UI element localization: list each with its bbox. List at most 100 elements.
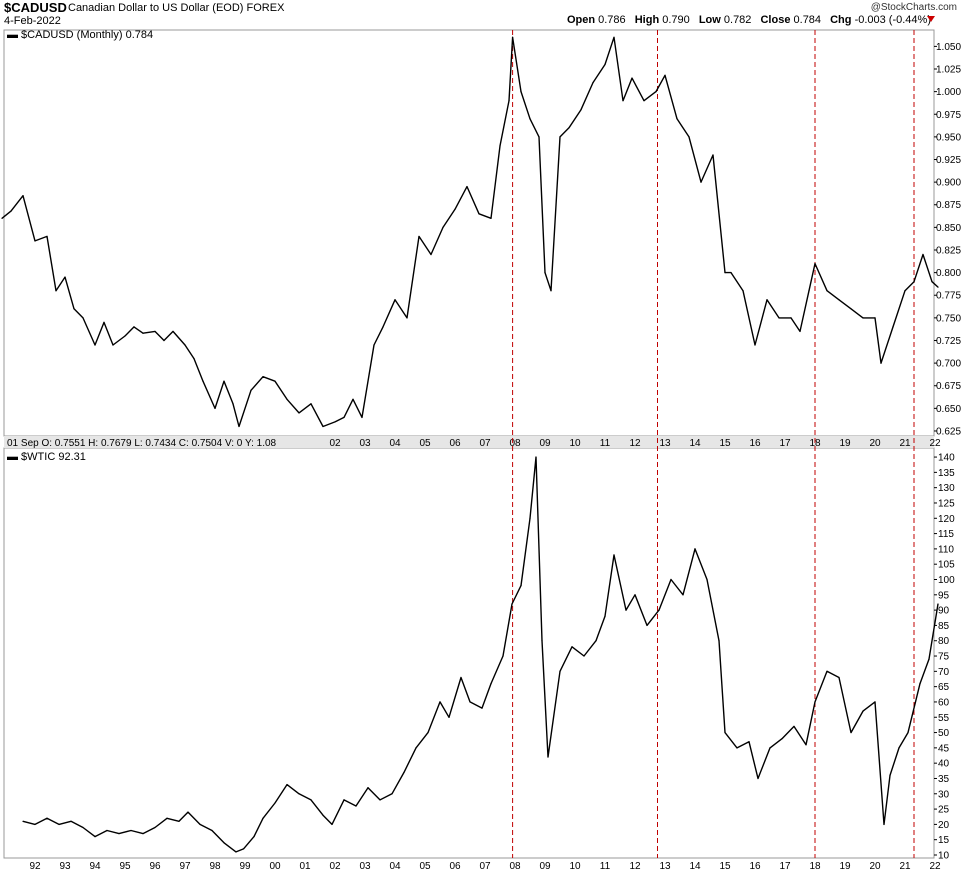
wtic-line-point [883,823,885,825]
y-tick-label: 65 [938,682,950,693]
cadusd-line-point [238,425,240,428]
wtic-line-point [559,670,561,672]
cadusd-line-point [298,412,300,414]
cadusd-line-point [520,91,522,93]
wtic-line-point [889,774,891,777]
y-tick-label: 0.750 [936,313,961,324]
wtic-line-point [535,456,537,458]
y-tick-label: 0.900 [936,178,961,189]
wtic-line-point [670,578,672,581]
y-tick-label: 60 [938,697,950,708]
wtic-line-point [706,578,708,581]
top-panel-title: ▬ $CADUSD (Monthly) 0.784 [7,29,153,41]
cadusd-line-point [193,357,195,360]
x-tick-label: 04 [389,438,401,449]
cadusd-line-point [478,213,480,215]
cadusd-line-point [73,308,75,310]
y-tick-label: 10 [938,851,950,862]
cadusd-line-point [124,335,126,337]
cadusd-line-point [724,272,726,274]
wtic-line-point [178,820,180,822]
wtic-line [22,456,939,853]
x-tick-label: 10 [569,861,581,872]
cadusd-line-point [799,330,801,333]
wtic-line-point [874,701,876,703]
cadusd-line-point [604,63,606,66]
wtic-line-point [322,814,324,816]
x-tick-label: 01 [299,861,311,872]
wtic-line-point [682,594,684,596]
x-tick-label: 12 [629,438,641,449]
y-tick-label: 20 [938,820,950,831]
cadusd-line-point [754,344,756,346]
cadusd-line-point [766,299,768,301]
y-tick-label: 100 [938,575,955,586]
x-tick-label: 05 [419,861,431,872]
x-tick-label: 08 [509,438,521,449]
cadusd-line-point [913,281,915,283]
cadusd-line-point [274,380,276,382]
y-tick-label: 0.850 [936,223,961,234]
cadusd-line-point [538,136,540,138]
cadusd-line-point [286,398,288,400]
cadusd-line-point [406,317,408,319]
cadusd-line-point [808,290,810,292]
cadusd-line-point [592,81,594,84]
y-tick-label: 1.050 [936,42,961,53]
down-arrow-icon [927,16,935,22]
y-tick-label: 50 [938,728,950,739]
wtic-line-point [604,615,606,617]
x-tick-label: 16 [749,861,761,872]
y-tick-label: 140 [938,453,955,464]
x-tick-label: 07 [479,438,491,449]
cadusd-line-point [262,376,264,378]
wtic-line-point [46,817,48,819]
x-tick-label: 19 [839,861,851,872]
y-tick-label: 110 [938,544,954,555]
cadusd-line-point [133,326,135,328]
wtic-line-point [118,832,120,835]
wtic-line-point [769,747,771,749]
wtic-line-point [403,771,405,773]
x-tick-label: 07 [479,861,491,872]
wtic-line-point [343,799,345,801]
wtic-line-point [937,603,939,605]
wtic-line-point [94,836,96,838]
x-tick-label: 14 [689,861,701,872]
wtic-line-point [850,731,852,734]
y-tick-label: 0.700 [936,359,961,370]
y-tick-label: 0.950 [936,132,961,143]
cadusd-line-point [529,118,531,120]
cadusd-line-point [700,181,702,183]
wtic-line-point [187,811,189,813]
wtic-line-point [571,646,573,648]
cadusd-line-point [55,290,57,292]
y-tick-label: 55 [938,713,950,724]
cadusd-line-point [880,362,882,364]
y-tick-label: 1.000 [936,87,961,98]
wtic-line-point [242,848,245,850]
cadusd-line-point [223,380,225,382]
cadusd-line [1,36,939,428]
cadusd-line-point [442,226,444,228]
wtic-line-point [154,826,156,829]
cadusd-line-point [499,145,501,147]
wtic-line-point [862,710,864,712]
cadusd-line-point [730,272,732,274]
cadusd-line-point [814,262,816,265]
cadusd-line-point [490,217,492,219]
x-tick-label: 04 [389,861,401,872]
wtic-line-point [82,826,84,829]
y-tick-label: 45 [938,743,950,754]
cadusd-line-point [1,217,3,219]
wtic-line-point [520,585,522,587]
x-tick-label: 96 [149,861,161,872]
wtic-line-point [166,817,168,819]
x-tick-label: 09 [539,861,551,872]
wtic-line-point [805,744,807,746]
wtic-line-point [460,676,462,679]
y-tick-label: 105 [938,560,955,571]
info-bar-bg [4,436,934,448]
y-tick-label: 95 [938,590,950,601]
x-tick-label: 06 [449,438,461,449]
